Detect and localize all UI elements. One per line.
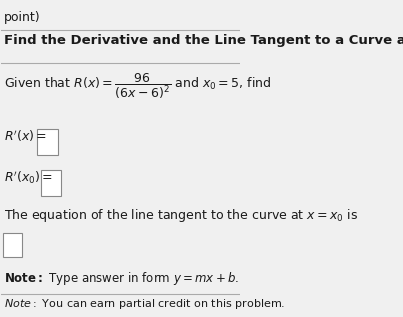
Text: $\it{Note:}$ You can earn partial credit on this problem.: $\it{Note:}$ You can earn partial credit… <box>4 297 285 311</box>
FancyBboxPatch shape <box>37 129 58 155</box>
Text: $\bf{Note:}$ Type answer in form $y = mx + b$.: $\bf{Note:}$ Type answer in form $y = mx… <box>4 270 239 287</box>
Text: Find the Derivative and the Line Tangent to a Curve at a Point.: Find the Derivative and the Line Tangent… <box>4 34 403 47</box>
Text: $R'(x) =$: $R'(x) =$ <box>4 129 47 144</box>
FancyBboxPatch shape <box>41 170 61 196</box>
Text: The equation of the line tangent to the curve at $x = x_0$ is: The equation of the line tangent to the … <box>4 207 358 224</box>
Text: $R'(x_0) =$: $R'(x_0) =$ <box>4 170 53 186</box>
FancyBboxPatch shape <box>2 233 22 257</box>
Text: point): point) <box>4 11 40 24</box>
Text: Given that $R(x) = \dfrac{96}{(6x-6)^2}$ and $x_0 = 5$, find: Given that $R(x) = \dfrac{96}{(6x-6)^2}$… <box>4 72 271 101</box>
